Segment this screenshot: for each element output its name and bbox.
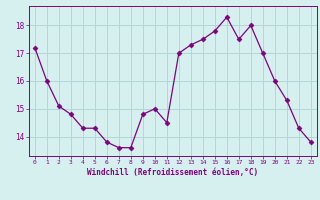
X-axis label: Windchill (Refroidissement éolien,°C): Windchill (Refroidissement éolien,°C) bbox=[87, 168, 258, 177]
